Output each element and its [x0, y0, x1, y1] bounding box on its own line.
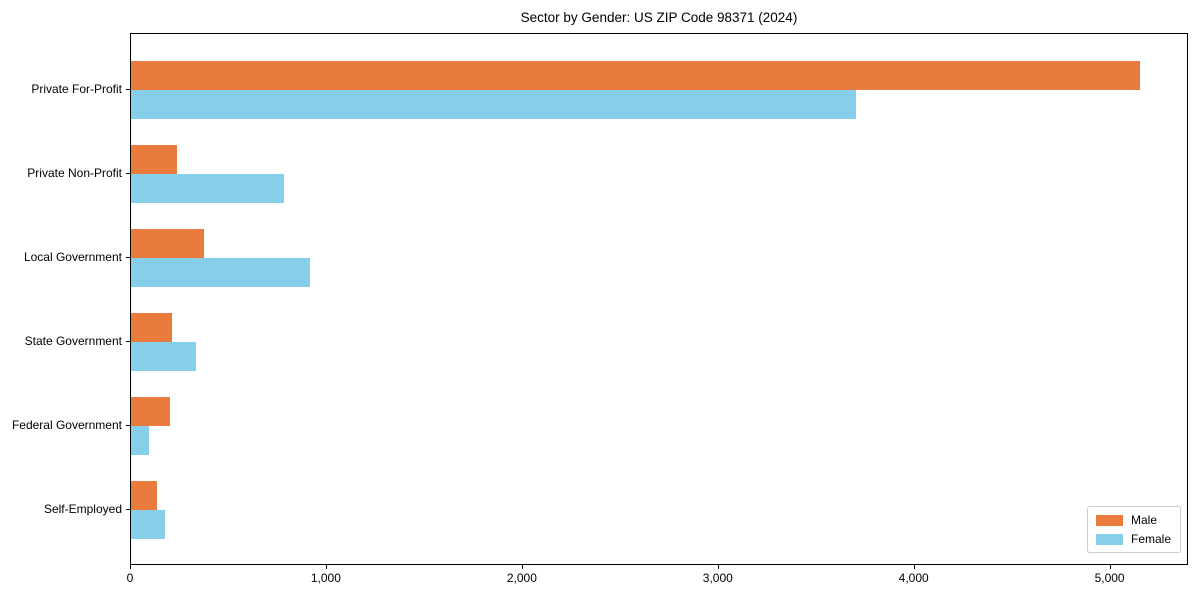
y-tick-label: Local Government	[23, 249, 122, 264]
plot-area: Male Female	[130, 33, 1188, 565]
bar-male-5	[131, 480, 157, 510]
bar-female-2	[131, 257, 311, 287]
y-tick-label: Federal Government	[11, 417, 122, 432]
legend-swatch-female	[1095, 533, 1123, 545]
y-tick-label: Private For-Profit	[31, 81, 122, 96]
bar-female-3	[131, 341, 196, 371]
bar-male-2	[131, 228, 204, 258]
legend-label-female: Female	[1130, 532, 1171, 546]
y-tick-label: State Government	[24, 333, 122, 348]
y-tick-mark	[126, 88, 130, 90]
x-tick-mark	[521, 565, 523, 569]
x-tick-label: 3,000	[702, 571, 733, 585]
bar-male-4	[131, 396, 171, 426]
bar-female-5	[131, 509, 166, 539]
legend-swatch-male	[1095, 514, 1123, 526]
y-tick-label: Private Non-Profit	[27, 165, 122, 180]
legend-item-female: Female	[1095, 532, 1171, 546]
bar-female-4	[131, 425, 149, 455]
bar-male-3	[131, 312, 173, 342]
y-tick-mark	[126, 340, 130, 342]
x-tick-label: 0	[126, 571, 134, 585]
y-tick-mark	[126, 424, 130, 426]
x-tick-mark	[717, 565, 719, 569]
legend-label-male: Male	[1130, 513, 1157, 527]
x-tick-mark	[325, 565, 327, 569]
y-tick-mark	[126, 172, 130, 174]
bar-female-0	[131, 89, 856, 119]
x-tick-mark	[913, 565, 915, 569]
legend: Male Female	[1086, 506, 1181, 553]
bar-male-0	[131, 60, 1140, 90]
x-tick-label: 4,000	[898, 571, 929, 585]
bars-layer	[131, 34, 1187, 564]
y-tick-mark	[126, 256, 130, 258]
legend-item-male: Male	[1095, 513, 1171, 527]
y-tick-mark	[126, 508, 130, 510]
x-tick-label: 2,000	[506, 571, 537, 585]
bar-female-1	[131, 173, 284, 203]
y-tick-label: Self-Employed	[43, 501, 122, 516]
chart-title: Sector by Gender: US ZIP Code 98371 (202…	[520, 10, 798, 25]
x-tick-mark	[130, 565, 131, 569]
x-tick-label: 5,000	[1094, 571, 1125, 585]
bar-male-1	[131, 144, 177, 174]
x-tick-mark	[1109, 565, 1111, 569]
x-tick-label: 1,000	[310, 571, 341, 585]
